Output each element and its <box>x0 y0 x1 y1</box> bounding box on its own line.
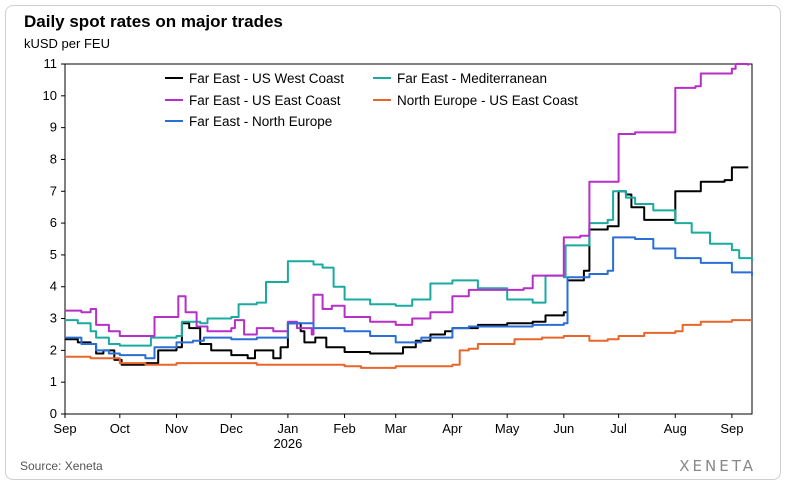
x-tick-label: Oct <box>110 421 131 436</box>
chart-subtitle: kUSD per FEU <box>24 36 110 51</box>
series-line-1 <box>65 190 753 347</box>
x-tick-label: Feb <box>333 421 355 436</box>
x-tick-label: Nov <box>165 421 189 436</box>
y-tick-label: 0 <box>50 406 57 421</box>
y-tick-label: 6 <box>50 215 57 230</box>
y-tick-label: 9 <box>50 120 57 135</box>
x-tick-year-label: 2026 <box>273 436 302 451</box>
series-line-2 <box>65 63 750 337</box>
y-tick-label: 1 <box>50 374 57 389</box>
plot-frame <box>64 63 753 415</box>
legend-label-2: Far East - US East Coast <box>189 93 341 108</box>
y-tick-label: 7 <box>50 183 57 198</box>
x-tick-label: Apr <box>442 421 463 436</box>
x-tick-label: Aug <box>664 421 687 436</box>
chart-title: Daily spot rates on major trades <box>24 12 283 31</box>
series-line-0 <box>65 166 749 366</box>
x-tick-label: Jul <box>610 421 627 436</box>
x-tick-label: Dec <box>220 421 244 436</box>
y-tick-label: 2 <box>50 342 57 357</box>
x-tick-label: Sep <box>53 421 76 436</box>
y-tick-label: 8 <box>50 151 57 166</box>
x-tick-label: May <box>495 421 520 436</box>
series-line-4 <box>65 236 753 360</box>
x-tick-label: Mar <box>385 421 408 436</box>
x-tick-label: Sep <box>720 421 743 436</box>
legend-label-0: Far East - US West Coast <box>189 71 344 86</box>
legend-label-1: Far East - Mediterranean <box>397 71 547 86</box>
x-tick-label: Jan <box>277 421 298 436</box>
source-note: Source: Xeneta <box>20 459 103 473</box>
y-tick-label: 3 <box>50 311 57 326</box>
brand-logo: XENETA <box>679 457 756 475</box>
x-tick-label: Jun <box>553 421 574 436</box>
y-tick-label: 4 <box>50 279 57 294</box>
y-tick-label: 5 <box>50 247 57 262</box>
y-tick-label: 10 <box>43 88 57 103</box>
legend-label-4: Far East - North Europe <box>189 114 332 129</box>
series-line-3 <box>65 319 752 369</box>
y-tick-label: 11 <box>44 56 58 71</box>
legend-label-3: North Europe - US East Coast <box>397 93 578 108</box>
chart-card <box>5 5 781 480</box>
